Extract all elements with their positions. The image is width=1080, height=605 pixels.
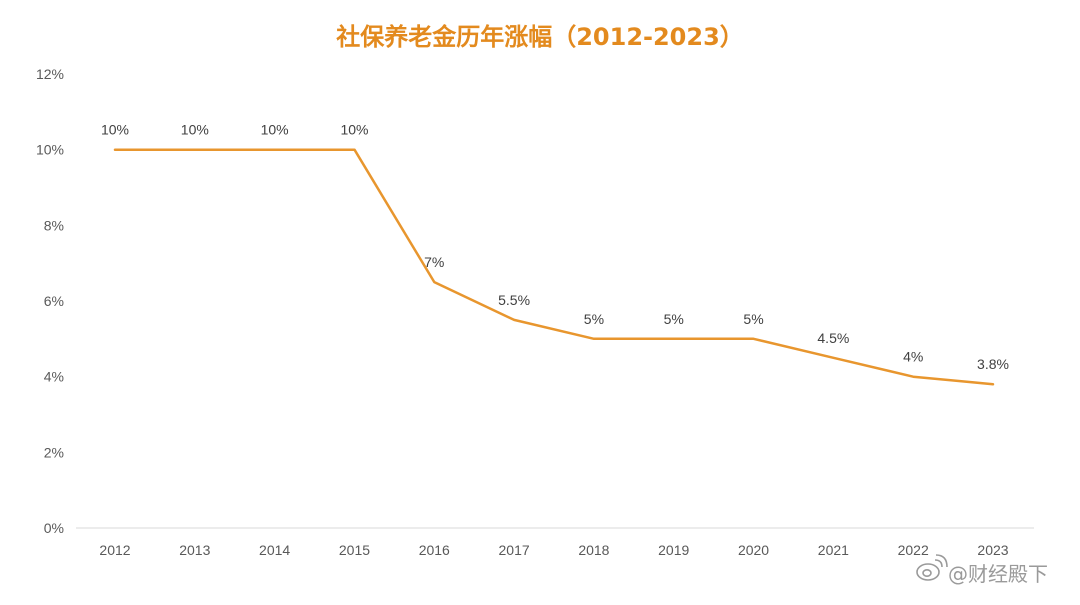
x-tick-label: 2015 [339,542,370,558]
y-tick-label: 8% [44,217,64,233]
data-label: 7% [424,254,444,270]
y-tick-label: 6% [44,293,64,309]
y-tick-label: 0% [44,520,64,536]
data-label: 5% [743,311,763,327]
watermark-text: @财经殿下 [948,562,1048,586]
x-tick-label: 2012 [99,542,130,558]
x-tick-label: 2016 [419,542,450,558]
weibo-icon [916,554,948,581]
data-label: 5.5% [498,292,530,308]
y-tick-label: 10% [36,142,64,158]
chart-title: 社保养老金历年涨幅（2012-2023） [336,23,744,51]
data-label: 4% [903,349,923,365]
x-tick-label: 2013 [179,542,210,558]
x-tick-label: 2019 [658,542,689,558]
x-tick-label: 2021 [818,542,849,558]
data-labels-group: 10% 10% 10% 10% 7% 5.5% 5% 5% 5% 4.5% 4% 3.8% [101,122,1009,373]
y-tick-label: 2% [44,444,64,460]
y-tick-label: 4% [44,369,64,385]
y-tick-label: 12% [36,66,64,82]
x-tick-label: 2022 [898,542,929,558]
data-label: 10% [340,122,368,138]
y-axis: 0% 2% 4% 6% 8% 10% 12% [36,66,64,536]
x-tick-label: 2018 [578,542,609,558]
x-tick-label: 2023 [977,542,1008,558]
data-label: 10% [181,122,209,138]
series-line [113,148,995,386]
x-tick-label: 2017 [499,542,530,558]
x-axis: 2012 2013 2014 2015 2016 2017 2018 2019 2020 2021… [76,527,1034,558]
data-label: 10% [261,122,289,138]
data-label: 4.5% [817,330,849,346]
data-label: 3.8% [977,356,1009,372]
data-label: 10% [101,122,129,138]
series-group [113,148,995,386]
x-tick-label: 2020 [738,542,769,558]
data-label: 5% [584,311,604,327]
data-label: 5% [664,311,684,327]
x-tick-label: 2014 [259,542,290,558]
watermark: @财经殿下 [916,554,1048,586]
